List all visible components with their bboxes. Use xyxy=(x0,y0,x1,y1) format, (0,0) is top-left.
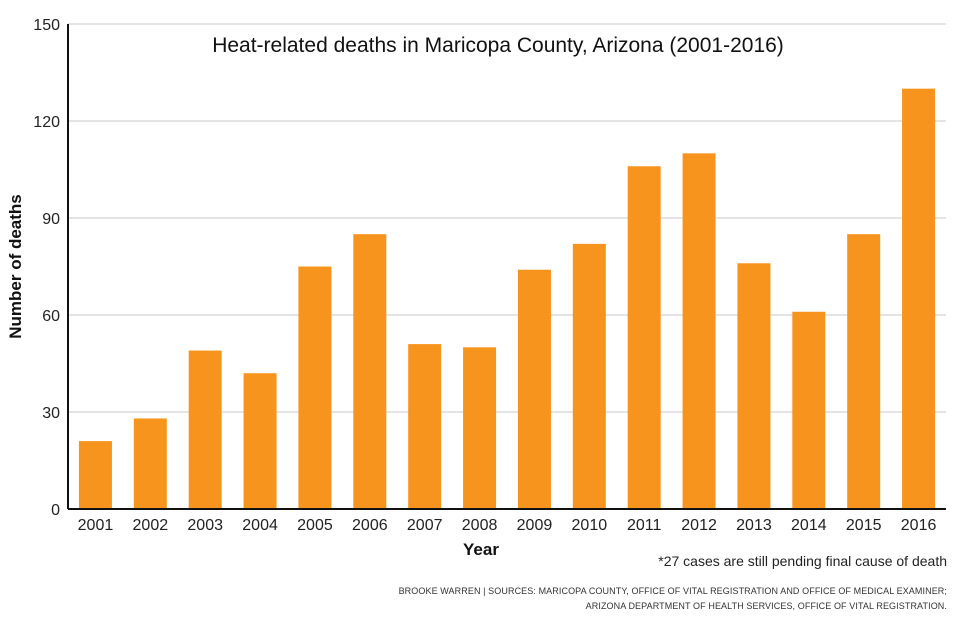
bar-2004 xyxy=(243,373,277,509)
bar-2010 xyxy=(572,243,606,509)
x-tick-2002: 2002 xyxy=(133,517,169,534)
y-axis-label: Number of deaths xyxy=(6,194,25,339)
x-tick-2003: 2003 xyxy=(187,517,223,534)
x-tick-2016: 2016 xyxy=(901,517,937,534)
x-tick-2006: 2006 xyxy=(352,517,388,534)
bar-2001 xyxy=(78,441,112,509)
bar-2011 xyxy=(627,166,661,509)
y-tick-120: 120 xyxy=(33,114,60,131)
bar-2013 xyxy=(737,263,771,509)
y-tick-90: 90 xyxy=(42,211,60,228)
source-credit: BROOKE WARREN | SOURCES: MARICOPA COUNTY… xyxy=(399,584,947,614)
credit-line-2: ARIZONA DEPARTMENT OF HEALTH SERVICES, O… xyxy=(585,601,947,611)
x-axis-label: Year xyxy=(463,540,499,559)
y-tick-150: 150 xyxy=(33,17,60,34)
y-tick-0: 0 xyxy=(51,502,60,519)
bar-2014 xyxy=(792,311,826,509)
x-tick-2011: 2011 xyxy=(627,517,662,534)
x-tick-2010: 2010 xyxy=(572,517,608,534)
bar-2012 xyxy=(682,153,716,510)
x-tick-2001: 2001 xyxy=(78,517,114,534)
x-tick-2014: 2014 xyxy=(791,517,827,534)
x-tick-2007: 2007 xyxy=(407,517,443,534)
x-tick-2008: 2008 xyxy=(462,517,498,534)
x-tick-2015: 2015 xyxy=(846,517,882,534)
footnote: *27 cases are still pending final cause … xyxy=(658,553,947,569)
bar-2016 xyxy=(902,88,936,510)
x-tick-labels: 2001 2002 2003 2004 2005 2006 2007 2008 2009 2010… xyxy=(78,517,937,534)
y-tick-labels: 0 30 60 90 120 150 xyxy=(33,17,60,519)
bar-2006 xyxy=(353,234,387,509)
bar-2003 xyxy=(188,350,222,509)
x-tick-2004: 2004 xyxy=(242,517,278,534)
x-tick-2009: 2009 xyxy=(517,517,553,534)
credit-line-1: BROOKE WARREN | SOURCES: MARICOPA COUNTY… xyxy=(398,586,947,596)
y-tick-60: 60 xyxy=(42,308,60,325)
x-tick-2005: 2005 xyxy=(297,517,333,534)
bar-2005 xyxy=(298,266,332,509)
bar-2015 xyxy=(847,234,881,509)
bar-2002 xyxy=(133,418,167,509)
bar-2009 xyxy=(517,269,551,509)
x-tick-2012: 2012 xyxy=(681,517,717,534)
bar-2008 xyxy=(463,347,497,509)
chart-title: Heat-related deaths in Maricopa County, … xyxy=(212,34,784,57)
bar-2007 xyxy=(408,344,442,509)
x-tick-2013: 2013 xyxy=(736,517,772,534)
bars xyxy=(78,88,936,510)
y-tick-30: 30 xyxy=(42,405,60,422)
